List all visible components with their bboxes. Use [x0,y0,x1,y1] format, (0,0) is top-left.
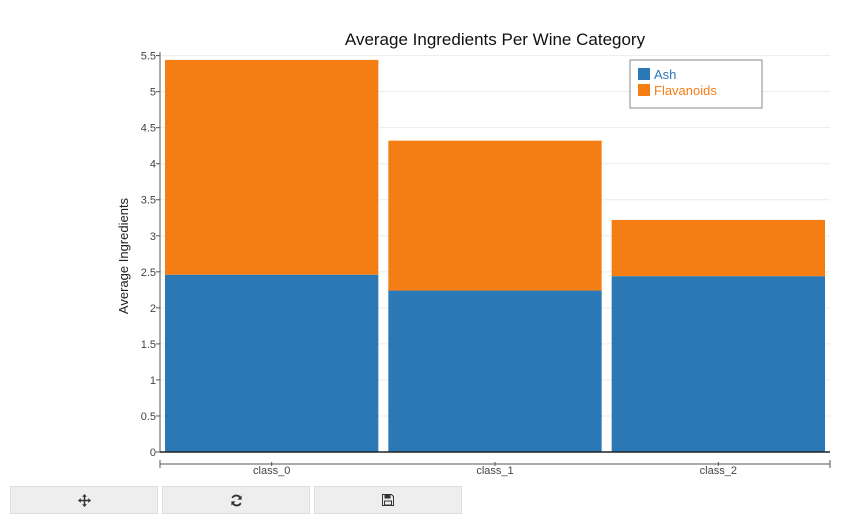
legend-swatch-flavanoids [638,84,650,96]
legend-label-flavanoids: Flavanoids [654,83,717,98]
y-tick-label: 0.5 [141,411,156,423]
bar-ash-class_0 [165,274,379,452]
save-button[interactable] [314,486,462,514]
y-tick-label: 3 [150,231,156,243]
y-tick-label: 1.5 [141,339,156,351]
y-tick-label: 0 [150,447,156,459]
bar-flavanoids-class_0 [165,59,379,275]
bar-flavanoids-class_1 [388,140,602,291]
bars [165,59,825,452]
save-icon [382,494,394,506]
x-tick-label: class_0 [253,465,290,477]
y-tick-label: 2.5 [141,267,156,279]
bar-ash-class_2 [611,276,825,452]
y-tick-label: 4.5 [141,123,156,135]
x-tick-label: class_2 [700,465,737,477]
legend-box [629,59,763,109]
pan-button[interactable] [10,486,158,514]
chart: 0 0.5 1 1.5 2 2.5 3 3.5 4 4.5 5 5.5 class_0 class_1 cl… [116,30,831,477]
legend-swatch-ash [638,68,650,80]
refresh-icon [230,494,243,507]
axes: 0 0.5 1 1.5 2 2.5 3 3.5 4 4.5 5 5.5 class_0 class_1 cl… [141,51,831,477]
legend-label-ash: Ash [654,67,676,82]
y-tick-label: 1 [150,375,156,387]
y-tick-label: 5.5 [141,51,156,63]
y-tick-label: 2 [150,303,156,315]
x-tick-label: class_1 [476,465,513,477]
chart-title: Average Ingredients Per Wine Category [345,30,646,49]
y-tick-label: 4 [150,159,156,171]
move-icon [77,493,91,507]
bar-ash-class_1 [388,290,602,452]
reset-button[interactable] [162,486,310,514]
y-axis-label: Average Ingredients [116,197,131,314]
y-tick-label: 5 [150,87,156,99]
y-tick-label: 3.5 [141,195,156,207]
bar-flavanoids-class_2 [611,219,825,277]
toolbar [10,486,462,514]
